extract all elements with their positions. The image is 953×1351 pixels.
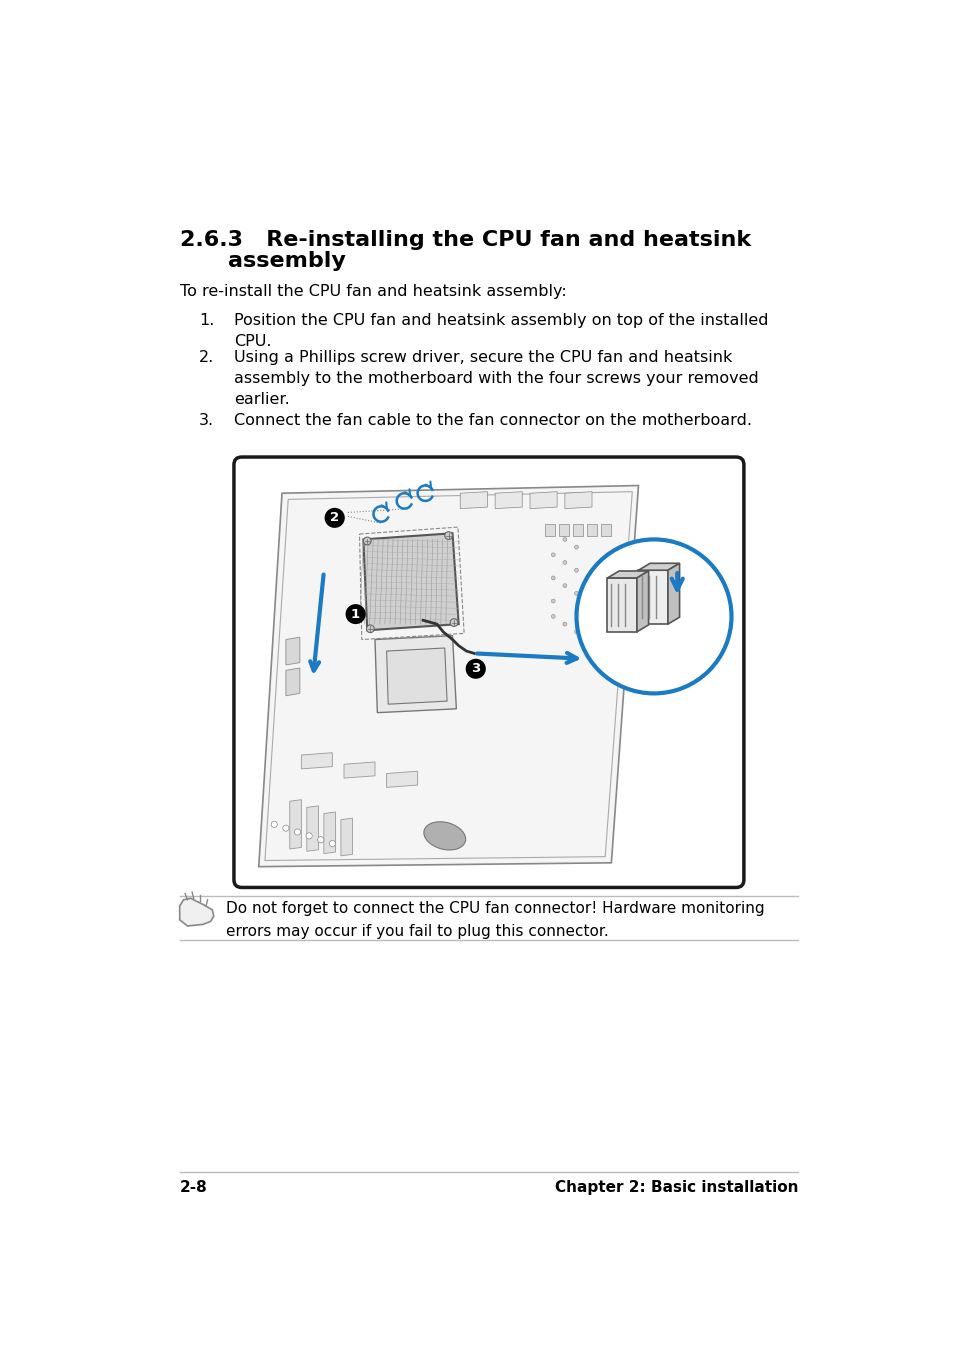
Circle shape [551, 615, 555, 619]
Circle shape [574, 592, 578, 596]
Polygon shape [323, 812, 335, 854]
Circle shape [574, 546, 578, 549]
Text: Position the CPU fan and heatsink assembly on top of the installed
CPU.: Position the CPU fan and heatsink assemb… [233, 313, 768, 349]
Circle shape [306, 832, 312, 839]
Circle shape [562, 561, 566, 565]
Bar [587, 524, 596, 535]
Polygon shape [363, 534, 458, 631]
Polygon shape [290, 800, 301, 848]
Circle shape [363, 538, 371, 544]
Text: To re-install the CPU fan and heatsink assembly:: To re-install the CPU fan and heatsink a… [179, 284, 566, 299]
Circle shape [324, 508, 344, 528]
Text: 2-8: 2-8 [179, 1179, 207, 1196]
Text: 1: 1 [351, 608, 360, 620]
Polygon shape [179, 898, 213, 925]
Circle shape [465, 659, 485, 678]
Circle shape [562, 623, 566, 626]
Circle shape [574, 569, 578, 571]
Polygon shape [286, 638, 299, 665]
Polygon shape [459, 492, 487, 508]
Circle shape [551, 576, 555, 580]
Circle shape [317, 836, 323, 843]
Polygon shape [307, 805, 318, 851]
Polygon shape [344, 762, 375, 778]
Circle shape [271, 821, 277, 827]
Bar [545, 524, 555, 535]
Circle shape [345, 604, 365, 624]
Text: 2.: 2. [199, 350, 214, 365]
Circle shape [551, 598, 555, 603]
FancyBboxPatch shape [233, 457, 743, 888]
Text: Connect the fan cable to the fan connector on the motherboard.: Connect the fan cable to the fan connect… [233, 413, 751, 428]
Text: Using a Phillips screw driver, secure the CPU fan and heatsink
assembly to the m: Using a Phillips screw driver, secure th… [233, 350, 758, 407]
Bar [558, 524, 568, 535]
Circle shape [450, 619, 457, 627]
Circle shape [294, 830, 300, 835]
Circle shape [562, 584, 566, 588]
Circle shape [444, 532, 452, 539]
Circle shape [562, 538, 566, 542]
Polygon shape [637, 571, 648, 632]
Polygon shape [607, 571, 648, 578]
Polygon shape [386, 648, 447, 704]
Bar [573, 524, 582, 535]
Polygon shape [667, 563, 679, 624]
Ellipse shape [423, 821, 465, 850]
Polygon shape [286, 667, 299, 696]
Polygon shape [564, 492, 592, 508]
Circle shape [574, 630, 578, 634]
Polygon shape [375, 636, 456, 713]
Polygon shape [495, 492, 521, 508]
Text: 1.: 1. [199, 313, 214, 328]
Circle shape [551, 530, 555, 534]
Text: 2.6.3   Re-installing the CPU fan and heatsink: 2.6.3 Re-installing the CPU fan and heat… [179, 230, 750, 250]
Polygon shape [301, 753, 332, 769]
Text: Do not forget to connect the CPU fan connector! Hardware monitoring
errors may o: Do not forget to connect the CPU fan con… [226, 901, 764, 939]
Circle shape [551, 553, 555, 557]
Polygon shape [638, 570, 667, 624]
Circle shape [329, 840, 335, 847]
Text: 3.: 3. [199, 413, 214, 428]
Text: assembly: assembly [228, 251, 345, 272]
Polygon shape [258, 485, 638, 867]
Circle shape [366, 626, 374, 632]
Bar [600, 524, 610, 535]
Polygon shape [340, 819, 353, 857]
Text: 3: 3 [471, 662, 480, 676]
Circle shape [576, 539, 731, 693]
Polygon shape [638, 563, 679, 570]
Text: 2: 2 [330, 512, 339, 524]
Circle shape [282, 825, 289, 831]
Text: Chapter 2: Basic installation: Chapter 2: Basic installation [554, 1179, 798, 1196]
Polygon shape [530, 492, 557, 508]
Polygon shape [386, 771, 417, 788]
Polygon shape [607, 578, 637, 632]
